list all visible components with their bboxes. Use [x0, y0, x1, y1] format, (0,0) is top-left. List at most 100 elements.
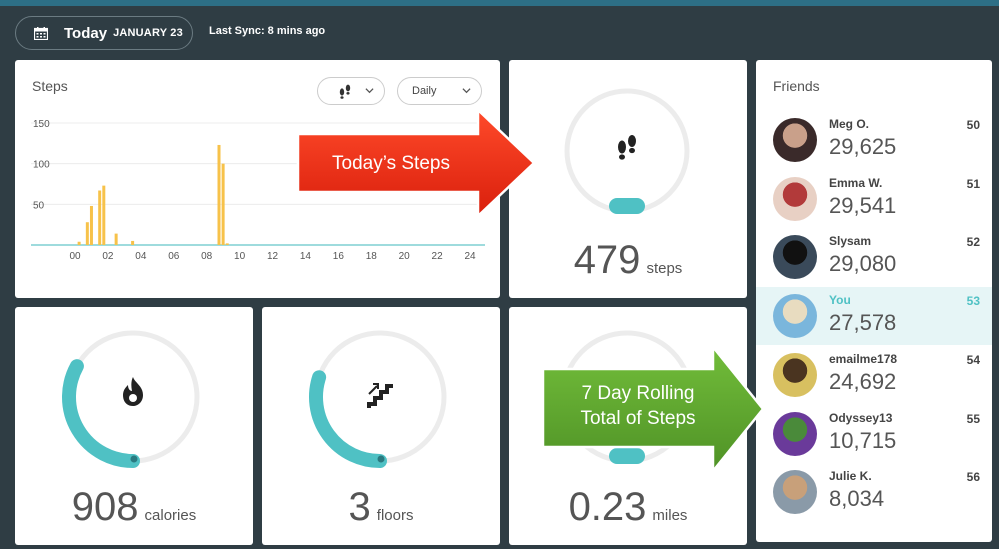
x-tick-label: 14	[300, 251, 312, 262]
x-tick-label: 16	[333, 251, 345, 262]
x-tick-label: 10	[234, 251, 246, 262]
friend-steps: 29,625	[829, 134, 897, 159]
friend-steps: 8,034	[829, 486, 885, 512]
avatar[interactable]	[773, 235, 817, 280]
steps-unit: steps	[646, 260, 683, 277]
calories-unit: calories	[144, 507, 197, 524]
friend-rank: 56	[966, 470, 980, 485]
friends-leaderboard: Friends Meg O. 29,625 50 Emma W. 29,541 51 Sly…	[756, 60, 992, 542]
floors-unit: floors	[376, 507, 414, 524]
friend-row[interactable]: Emma W. 29,541 51	[756, 170, 992, 228]
floors-number: 3	[348, 485, 371, 529]
x-tick-label: 06	[168, 251, 180, 262]
friend-name[interactable]: Odyssey13	[829, 410, 893, 425]
steps-number: 479	[573, 238, 641, 282]
steps-bar[interactable]	[131, 240, 135, 245]
footsteps-icon	[339, 84, 351, 99]
footsteps-icon	[618, 135, 636, 160]
floors-progress-ring	[309, 330, 447, 468]
steps-bar[interactable]	[85, 222, 89, 245]
steps-bar-chart: 50 100 150 00 02 04 06 08 10 12 14 16 18 20 22 24	[31, 119, 485, 262]
friend-row[interactable]: emailme178 24,692 54	[756, 346, 992, 404]
rolling-total-annotation-arrow	[541, 345, 765, 475]
friend-row[interactable]: Odyssey13 10,715 55	[756, 405, 992, 463]
friend-name[interactable]: You	[829, 293, 851, 308]
x-tick-label: 18	[366, 251, 378, 262]
today-label: Today	[64, 24, 108, 42]
avatar[interactable]	[773, 176, 817, 221]
friend-name[interactable]: Meg O.	[829, 117, 870, 131]
chevron-down-icon	[462, 88, 471, 94]
x-tick-label: 08	[201, 251, 213, 262]
friend-rank: 55	[966, 411, 980, 426]
todays-steps-annotation-text: Today’s Steps	[332, 153, 450, 174]
y-tick-label: 50	[33, 200, 45, 211]
friend-name[interactable]: emailme178	[829, 351, 898, 366]
rolling-total-line2: Total of Steps	[580, 408, 696, 429]
rolling-total-annotation-text: 7 Day Rolling Total of Steps	[545, 381, 731, 431]
date-selector[interactable]: Today JANUARY 23	[15, 16, 193, 50]
friend-rank: 52	[966, 235, 980, 250]
avatar[interactable]	[773, 470, 817, 515]
avatar[interactable]	[773, 294, 817, 339]
x-tick-label: 22	[432, 251, 444, 262]
steps-bar[interactable]	[225, 243, 229, 245]
steps-bar[interactable]	[114, 233, 118, 245]
calories-value: 908 calories	[15, 485, 253, 530]
steps-progress-ring	[564, 88, 690, 214]
friend-rank: 51	[966, 176, 980, 191]
friend-row[interactable]: Julie K. 8,034 56	[756, 463, 992, 521]
steps-bar[interactable]	[102, 185, 106, 245]
friend-name[interactable]: Emma W.	[829, 175, 883, 190]
friend-row[interactable]: Slysam 29,080 52	[756, 228, 992, 286]
top-accent-bar	[0, 0, 999, 6]
steps-bar[interactable]	[98, 190, 102, 245]
steps-bar[interactable]	[77, 241, 81, 245]
calories-progress-ring	[62, 330, 200, 468]
avatar[interactable]	[773, 352, 817, 397]
todays-steps-card[interactable]: 479 steps	[509, 60, 747, 298]
miles-number: 0.23	[568, 485, 647, 529]
miles-unit: miles	[652, 507, 688, 524]
calories-progress-arc	[62, 359, 140, 468]
friend-rank: 53	[966, 294, 980, 309]
todays-steps-annotation-arrow	[296, 108, 536, 219]
calendar-icon	[34, 26, 48, 40]
avatar[interactable]	[773, 411, 817, 456]
floors-progress-arc	[309, 370, 387, 468]
floors-card[interactable]: 3 floors	[262, 307, 500, 545]
steps-chart-title: Steps	[32, 78, 68, 94]
steps-bar[interactable]	[217, 144, 221, 245]
friend-steps: 29,541	[829, 192, 897, 218]
y-tick-label: 150	[33, 119, 50, 130]
x-tick-label: 02	[102, 251, 114, 262]
friends-title: Friends	[773, 78, 820, 94]
friend-rank: 50	[966, 118, 980, 132]
friend-steps: 27,578	[829, 310, 897, 336]
progress-end-dot	[130, 455, 138, 463]
friend-name[interactable]: Slysam	[829, 234, 872, 249]
y-tick-label: 100	[33, 160, 50, 171]
period-dropdown[interactable]: Daily	[397, 77, 482, 105]
chevron-down-icon	[365, 88, 374, 94]
friend-row[interactable]: You 27,578 53	[756, 287, 992, 346]
friend-row[interactable]: Meg O. 29,625 50	[756, 111, 992, 169]
calories-card[interactable]: 908 calories	[15, 307, 253, 545]
steps-bar[interactable]	[89, 205, 93, 245]
miles-value: 0.23 miles	[509, 485, 747, 530]
last-sync-text: Last Sync: 8 mins ago	[209, 25, 326, 37]
friend-rank: 54	[966, 352, 980, 367]
steps-bar[interactable]	[221, 163, 225, 245]
avatar[interactable]	[773, 118, 817, 162]
friend-name[interactable]: Julie K.	[829, 469, 872, 484]
period-label: Daily	[412, 85, 437, 97]
friend-steps: 29,080	[829, 251, 897, 277]
progress-end-dot	[377, 455, 385, 463]
header: Today JANUARY 23 Last Sync: 8 mins ago	[0, 6, 999, 56]
date-label: JANUARY 23	[113, 27, 183, 39]
friend-steps: 10,715	[829, 427, 897, 453]
metric-dropdown[interactable]	[317, 77, 385, 105]
x-tick-label: 24	[464, 251, 476, 262]
flame-icon	[123, 377, 143, 406]
x-tick-label: 04	[135, 251, 147, 262]
